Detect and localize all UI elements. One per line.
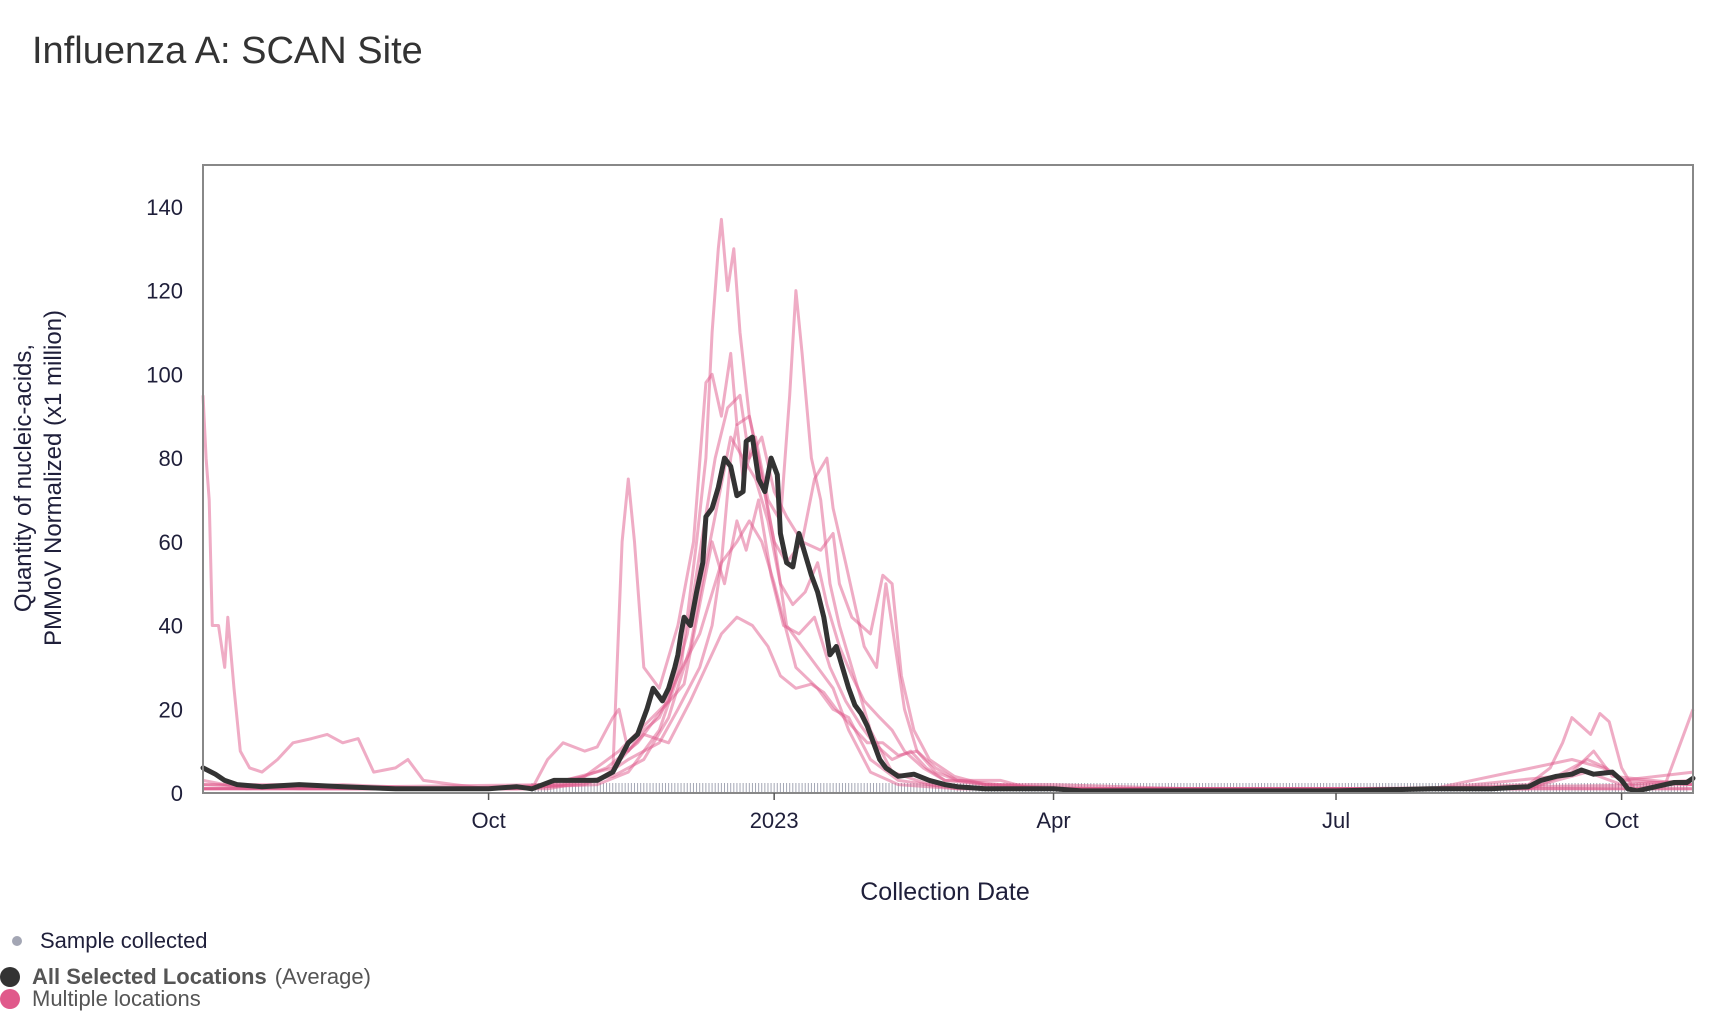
location-series-line[interactable]: [203, 289, 1693, 791]
y-tick-label: 140: [146, 195, 183, 220]
page-title: Influenza A: SCAN Site: [32, 30, 423, 72]
x-tick-label: Jul: [1322, 808, 1350, 833]
location-series-line[interactable]: [203, 435, 1694, 791]
sample-dot-icon: [12, 936, 22, 946]
x-tick-label: Oct: [1604, 808, 1638, 833]
x-axis: Oct 2023 Apr Jul Oct: [471, 793, 1639, 833]
y-tick-label: 80: [159, 446, 183, 471]
location-series-line[interactable]: [203, 217, 1694, 791]
legend-locations-label: Multiple locations: [32, 986, 201, 1011]
average-series-group: [200, 434, 1696, 794]
y-tick-label: 60: [159, 530, 183, 555]
y-tick-label: 0: [171, 781, 183, 806]
legend-item-sample[interactable]: Sample collected: [12, 928, 208, 954]
location-series-line[interactable]: [203, 393, 1694, 791]
location-series-group: [201, 217, 1695, 791]
y-axis: 0 20 40 60 80 100 120 140: [146, 195, 183, 806]
y-tick-label: 120: [146, 279, 183, 304]
plot-frame: [202, 164, 1694, 794]
x-axis-label: Collection Date: [860, 878, 1030, 906]
legend-average-label: All Selected Locations: [32, 964, 267, 989]
x-tick-label: Oct: [471, 808, 505, 833]
average-dot-icon: [0, 967, 20, 987]
y-tick-label: 20: [159, 697, 183, 722]
legend-sample-label: Sample collected: [40, 928, 208, 953]
legend-item-average[interactable]: All Selected Locations (Average): [0, 964, 371, 990]
location-series-line[interactable]: [202, 498, 1694, 791]
x-tick-label: Apr: [1036, 808, 1070, 833]
x-tick-label: 2023: [750, 808, 799, 833]
y-tick-label: 40: [159, 614, 183, 639]
y-tick-label: 100: [146, 362, 183, 387]
average-series-line[interactable]: [200, 434, 1696, 794]
location-series-line[interactable]: [202, 615, 1693, 791]
y-axis-label-line-1: Quantity of nucleic-acids,: [10, 344, 37, 612]
locations-dot-icon: [0, 989, 20, 1009]
y-axis-label-line-2: PMMoV Normalized (x1 million): [40, 310, 67, 646]
legend-average-suffix: (Average): [274, 964, 371, 989]
location-series-line[interactable]: [201, 395, 1695, 791]
legend-item-locations[interactable]: Multiple locations: [0, 986, 201, 1012]
location-series-line[interactable]: [202, 351, 1694, 791]
